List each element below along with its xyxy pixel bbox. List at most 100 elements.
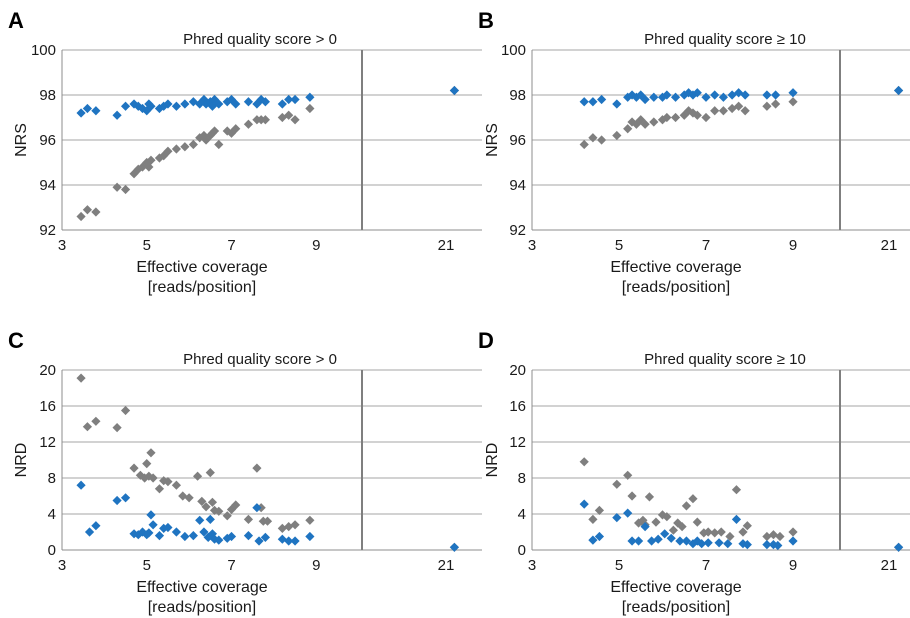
x-axis-label-units: [reads/position]: [622, 279, 731, 296]
blue-data-point: [256, 94, 266, 105]
gray-data-point: [129, 463, 139, 473]
blue-data-point: [154, 531, 165, 541]
panel-letter: A: [8, 8, 24, 33]
gray-data-point: [588, 514, 598, 524]
blue-data-point: [640, 522, 650, 532]
x-axis-label-units: [reads/position]: [148, 279, 257, 296]
gray-data-point: [673, 518, 683, 528]
gray-data-point: [627, 491, 637, 501]
y-tick-label: 20: [509, 362, 526, 379]
y-tick-label: 96: [509, 132, 526, 149]
gray-data-point: [243, 119, 254, 129]
blue-data-point: [762, 540, 772, 550]
gray-data-point: [192, 471, 203, 481]
points-group: [76, 373, 459, 552]
chart-title: Phred quality score > 0: [183, 351, 337, 368]
gray-data-point: [679, 110, 689, 120]
x-tick-label: 3: [58, 557, 66, 574]
gray-data-point: [640, 119, 650, 129]
gray-data-point: [305, 515, 315, 525]
blue-data-point: [588, 97, 598, 107]
blue-data-point: [894, 85, 904, 96]
blue-data-point: [788, 536, 798, 546]
blue-data-point: [773, 540, 783, 551]
gray-data-point: [762, 531, 772, 542]
x-tick-label: 21: [438, 237, 455, 254]
blue-data-point: [723, 539, 733, 549]
blue-data-point: [82, 103, 93, 114]
blue-data-point: [762, 90, 772, 100]
blue-data-point: [714, 538, 724, 548]
blue-data-point: [305, 92, 315, 102]
gray-data-point: [171, 480, 182, 490]
gray-data-point: [649, 117, 659, 127]
blue-data-point: [771, 90, 781, 100]
blue-data-point: [159, 101, 169, 111]
x-tick-label: 5: [615, 557, 623, 574]
blue-data-point: [623, 92, 633, 102]
blue-data-point: [284, 536, 294, 546]
gray-data-point: [222, 511, 232, 521]
blue-data-point: [171, 101, 182, 111]
gray-data-point: [788, 97, 798, 107]
gray-data-point: [91, 207, 101, 217]
gray-data-point: [742, 521, 752, 531]
gray-data-point: [762, 101, 772, 111]
gray-data-point: [146, 448, 156, 458]
gray-data-point: [171, 144, 182, 154]
y-tick-label: 16: [509, 398, 526, 415]
gray-data-point: [82, 422, 93, 432]
gray-data-point: [82, 205, 93, 215]
gray-data-point: [163, 146, 173, 156]
chart-title: Phred quality score ≥ 10: [644, 351, 806, 368]
gray-data-point: [775, 531, 785, 542]
blue-data-point: [214, 535, 224, 545]
blue-data-point: [146, 101, 156, 111]
y-tick-label: 96: [39, 132, 56, 149]
gray-data-point: [692, 110, 702, 120]
gray-data-point: [226, 504, 237, 515]
gray-data-point: [692, 517, 702, 527]
y-axis-label: NRD: [13, 443, 30, 478]
gray-data-point: [188, 139, 198, 150]
blue-data-point: [207, 529, 218, 539]
points-group: [579, 85, 904, 150]
y-tick-label: 8: [518, 470, 526, 487]
x-axis-label: Effective coverage: [136, 579, 267, 596]
gray-data-point: [209, 505, 220, 515]
blue-data-point: [171, 527, 182, 537]
chart-panel-a: A Phred quality score > 0 92 94 96 98 100 3 5 7 9 2…: [8, 8, 482, 296]
gray-data-point: [205, 468, 215, 478]
blue-data-point: [623, 508, 633, 518]
gray-data-point: [788, 527, 798, 537]
gray-data-point: [731, 485, 742, 495]
y-tick-label: 16: [39, 398, 56, 415]
blue-data-point: [684, 88, 694, 98]
blue-data-point: [231, 99, 241, 109]
x-tick-label: 7: [702, 557, 710, 574]
gray-data-point: [684, 106, 694, 116]
x-tick-label: 9: [789, 557, 797, 574]
gray-data-point: [681, 501, 692, 511]
blue-data-point: [209, 94, 220, 105]
gray-data-point: [214, 506, 224, 516]
gray-data-point: [184, 493, 194, 503]
blue-data-point: [633, 536, 644, 546]
x-axis-label-units: [reads/position]: [622, 599, 731, 616]
gray-data-point: [112, 423, 122, 433]
y-tick-label: 98: [509, 87, 526, 104]
gray-data-point: [677, 522, 687, 532]
blue-data-point: [252, 503, 262, 513]
gray-data-point: [579, 139, 589, 150]
blue-data-point: [207, 101, 218, 111]
blue-data-point: [675, 536, 685, 546]
blue-data-point: [612, 99, 622, 109]
blue-data-point: [188, 531, 198, 541]
gray-data-point: [231, 500, 241, 510]
blue-data-point: [112, 110, 122, 120]
blue-data-point: [612, 513, 622, 523]
chart-title: Phred quality score > 0: [183, 31, 337, 48]
gray-data-point: [231, 124, 241, 134]
blue-data-point: [734, 88, 744, 98]
